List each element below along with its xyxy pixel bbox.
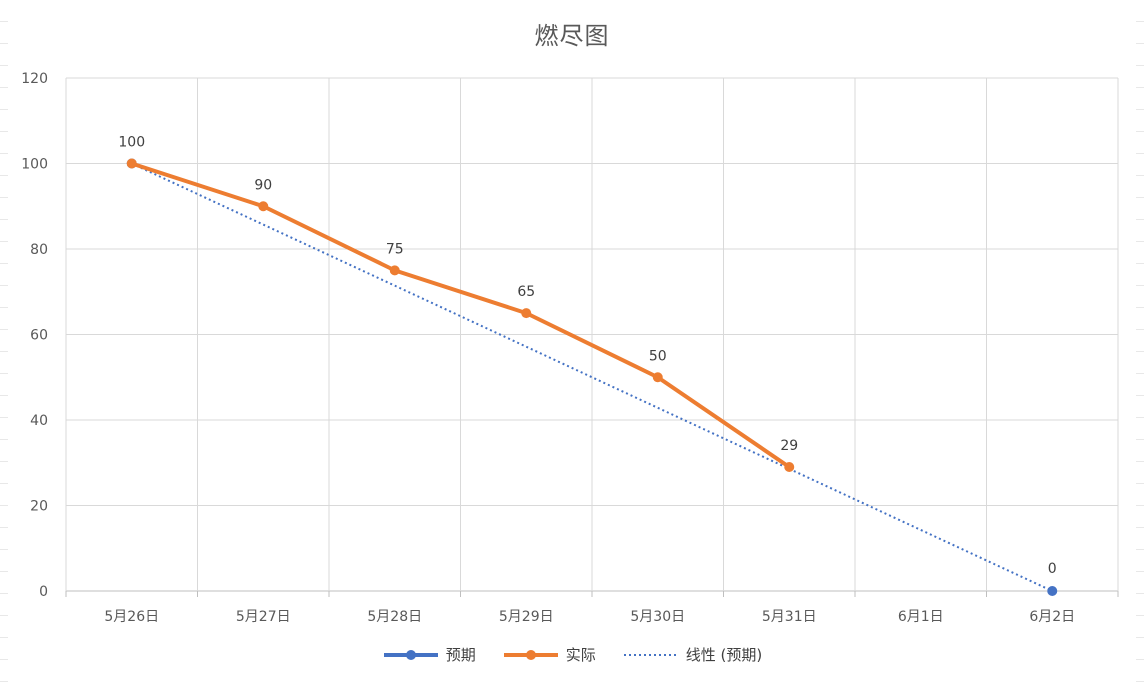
data-point-actual [258, 201, 269, 212]
y-axis-ticks: 0 20 40 60 80 100 120 [21, 71, 48, 600]
legend-marker-trendline [623, 653, 678, 656]
x-tick-label: 6月1日 [898, 609, 944, 625]
y-tick-label: 120 [21, 71, 48, 87]
y-tick-label: 20 [30, 499, 48, 515]
y-tick-label: 60 [30, 328, 48, 344]
x-tick-label: 5月31日 [762, 609, 817, 625]
data-label-actual: 29 [780, 438, 798, 454]
trendline-expected [131, 162, 1053, 592]
series-layer [126, 158, 1058, 596]
x-axis-ticks: 5月26日 5月27日 5月28日 5月29日 5月30日 5月31日 6月1日 6月2日 [104, 609, 1075, 625]
x-tick-label: 5月26日 [104, 609, 159, 625]
data-label-expected: 0 [1048, 561, 1057, 577]
legend-label-actual: 实际 [565, 646, 596, 664]
data-label-actual: 100 [118, 135, 145, 151]
series-line-actual [131, 161, 791, 469]
chart-title: 燃尽图 [534, 22, 610, 50]
data-point-actual [389, 265, 400, 276]
data-point-expected [1047, 586, 1058, 596]
x-tick-label: 5月27日 [236, 609, 291, 625]
legend-marker-expected [383, 649, 438, 660]
x-tick-label: 5月28日 [367, 609, 422, 625]
y-tick-label: 80 [30, 242, 48, 258]
trendline-layer [131, 162, 1053, 592]
x-tick-label: 6月2日 [1029, 609, 1075, 625]
x-tick-label: 5月30日 [630, 609, 685, 625]
grid-lines [65, 77, 1119, 597]
data-point-actual [784, 462, 795, 473]
data-label-actual: 65 [517, 284, 535, 300]
legend-item-expected[interactable]: 预期 [382, 644, 476, 665]
sheet-edge-right [1136, 0, 1144, 688]
y-tick-label: 100 [21, 157, 48, 173]
legend-label-trendline: 线性 (预期) [685, 646, 763, 664]
data-point-actual [652, 372, 663, 383]
sheet-edge-left [0, 0, 8, 688]
legend: 预期 实际 线性 (预期) [0, 644, 1144, 665]
data-label-actual: 50 [649, 348, 667, 364]
data-labels: 100 90 75 65 50 29 0 [118, 135, 1056, 578]
y-tick-label: 40 [30, 413, 48, 429]
legend-item-actual[interactable]: 实际 [502, 644, 596, 665]
data-point-actual [521, 308, 532, 319]
y-tick-label: 0 [39, 584, 48, 600]
data-label-actual: 75 [386, 241, 404, 257]
x-tick-label: 5月29日 [499, 609, 554, 625]
legend-label-expected: 预期 [445, 646, 476, 664]
data-point-actual [126, 158, 137, 169]
data-label-actual: 90 [254, 177, 272, 193]
legend-marker-actual [503, 649, 558, 660]
legend-item-trendline[interactable]: 线性 (预期) [622, 644, 762, 665]
